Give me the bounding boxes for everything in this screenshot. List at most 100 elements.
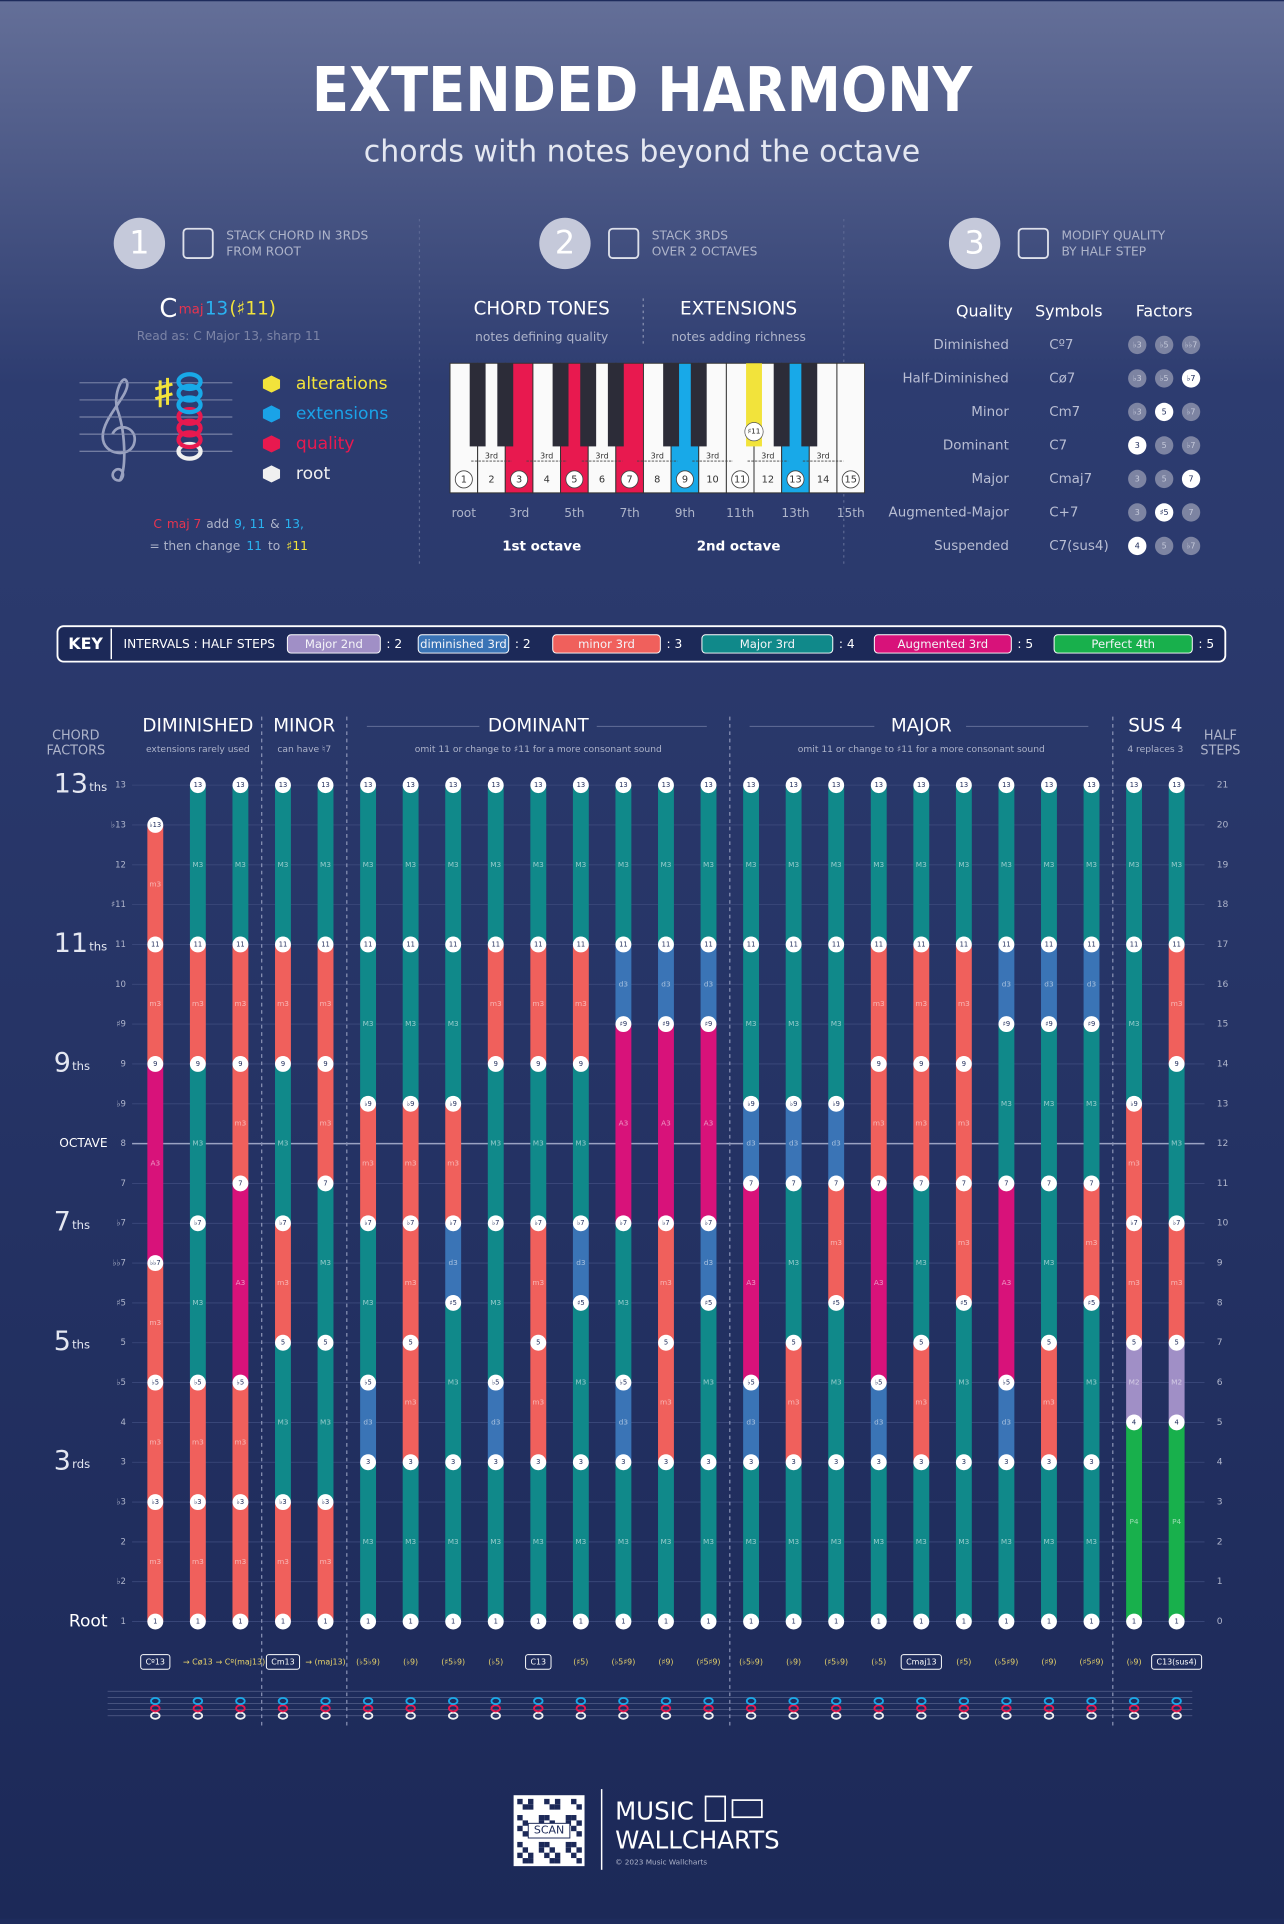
chord-factor-label: 7: [919, 1179, 923, 1187]
qr-cell: [544, 1815, 550, 1821]
interval-segment: [1168, 1223, 1185, 1343]
chord-factor-label: ♯5: [960, 1299, 968, 1307]
mini-note: [447, 1704, 459, 1713]
chord-factor-label: 5: [408, 1339, 412, 1347]
factor-tick-label: ♭7: [116, 1219, 125, 1229]
chord-factor-label: 1: [919, 1618, 923, 1626]
chord-factor: [445, 777, 462, 794]
key-badge: [841, 470, 860, 489]
factor-label: 5: [1162, 407, 1167, 416]
quality-symbol: C7(sus4): [1049, 539, 1109, 554]
third-label: 3rd: [485, 452, 498, 461]
qr-cell: [544, 1798, 550, 1805]
qr-cell: [565, 1847, 572, 1853]
chord-factor: [1083, 936, 1100, 953]
chord-factor-label: 3: [834, 1458, 838, 1466]
interval-label: d3: [1002, 1417, 1012, 1426]
interval-segment: [275, 1223, 291, 1343]
chord-factor: [147, 1374, 164, 1391]
interval-name: Augmented 3rd: [898, 637, 989, 651]
group-label: Root: [69, 1612, 108, 1632]
interval-label: M3: [490, 1298, 501, 1307]
chord-factor-label: 7: [877, 1179, 881, 1187]
interval-segment: [700, 944, 717, 1025]
chord-factor-label: 13: [194, 781, 203, 789]
factor-label: 4: [1135, 541, 1140, 550]
degree-label: 7th: [619, 506, 639, 520]
chord-factor-label: 1: [621, 1618, 625, 1626]
chord-symbol: (♯5♯9): [697, 1657, 721, 1666]
chord-symbol: (♭5♯9): [611, 1657, 635, 1666]
section-title: MINOR: [273, 715, 335, 736]
interval-segment: [445, 1462, 462, 1622]
interval-segment: [530, 1342, 547, 1463]
chord-factor-label: 7: [791, 1179, 795, 1187]
chord-factor-label: ♭13: [149, 821, 161, 829]
factor-label: 5: [1162, 441, 1167, 450]
chord-factor-label: ♭7: [194, 1219, 201, 1227]
third-label: 3rd: [595, 452, 608, 461]
interval-segment: [870, 785, 887, 945]
chord-factor-label: 1: [536, 1618, 540, 1626]
chord-symbol: (♭5): [488, 1657, 503, 1666]
qr-cell: [522, 1820, 529, 1826]
interval-segment: [785, 1103, 802, 1184]
chord-factor: [913, 1613, 930, 1630]
interval-segment: [998, 785, 1015, 945]
chord-factor-label: ♭9: [832, 1100, 839, 1108]
chord-factor: [487, 777, 504, 794]
chord-factor-label: 7: [1047, 1179, 1051, 1187]
interval-segment: [360, 1462, 377, 1622]
factor-label: ♭5: [1160, 374, 1169, 383]
chord-factor: [998, 1454, 1015, 1471]
interval-segment: [828, 1103, 845, 1184]
chord-factor-label: 13: [577, 781, 586, 789]
chord-factor-label: ♭5: [194, 1379, 201, 1387]
chord-symbol: (♯5): [956, 1657, 971, 1666]
mini-note: [320, 1697, 331, 1706]
chord-symbol: (♯9): [1041, 1657, 1056, 1666]
interval-label: d3: [576, 1258, 586, 1267]
chord-symbol: (♭5♭9): [356, 1657, 380, 1666]
chord-factor-label: 3: [1004, 1458, 1008, 1466]
quality-symbol: Cmaj7: [1049, 472, 1092, 487]
chord-factor-label: 1: [962, 1618, 966, 1626]
key-badge: [454, 470, 473, 489]
interval-label: m3: [575, 999, 587, 1008]
interval-label: M3: [490, 860, 501, 869]
interval-label: m3: [149, 1437, 161, 1446]
mini-note: [916, 1704, 927, 1713]
chord-symbol-box: [525, 1654, 552, 1670]
interval-segment: [1126, 1342, 1143, 1423]
factor-tick-label: ♭2: [116, 1577, 125, 1587]
black-key: [552, 363, 569, 447]
factor-tick-label: 7: [121, 1179, 126, 1189]
quality-symbol: Cm7: [1049, 405, 1080, 420]
factor-badge: [1128, 536, 1147, 556]
black-key: [663, 363, 680, 447]
interval-label: m3: [873, 1119, 885, 1128]
chord-factor-label: 7: [238, 1179, 242, 1187]
interval-segment: [785, 785, 802, 945]
chord-factor: [402, 777, 419, 794]
interval-label: M3: [448, 1378, 459, 1387]
chord-factor-label: ♯5: [832, 1299, 840, 1307]
chord-factor: [360, 1374, 377, 1391]
interval-label: m3: [915, 1119, 927, 1128]
chord-factor-label: ♭7: [449, 1219, 456, 1227]
chord-factor-label: ♭9: [449, 1100, 456, 1108]
interval-label: m3: [192, 999, 204, 1008]
chord-symbol: Cm13: [271, 1657, 294, 1666]
chord-factor: [487, 1374, 504, 1391]
interval-label: m3: [958, 999, 970, 1008]
chord-factor-label: 7: [323, 1179, 327, 1187]
half-step-tick-label: 12: [1217, 1138, 1229, 1149]
chord-factor-label: 4: [1174, 1418, 1178, 1426]
factor-label: ♭3: [1133, 340, 1142, 349]
half-step-tick-label: 4: [1217, 1457, 1223, 1468]
quality-name: Half-Diminished: [902, 371, 1008, 386]
brand-icon: [704, 1795, 727, 1822]
chord-symbol: (♭9): [1127, 1657, 1142, 1666]
chord-factor-label: 13: [619, 781, 628, 789]
